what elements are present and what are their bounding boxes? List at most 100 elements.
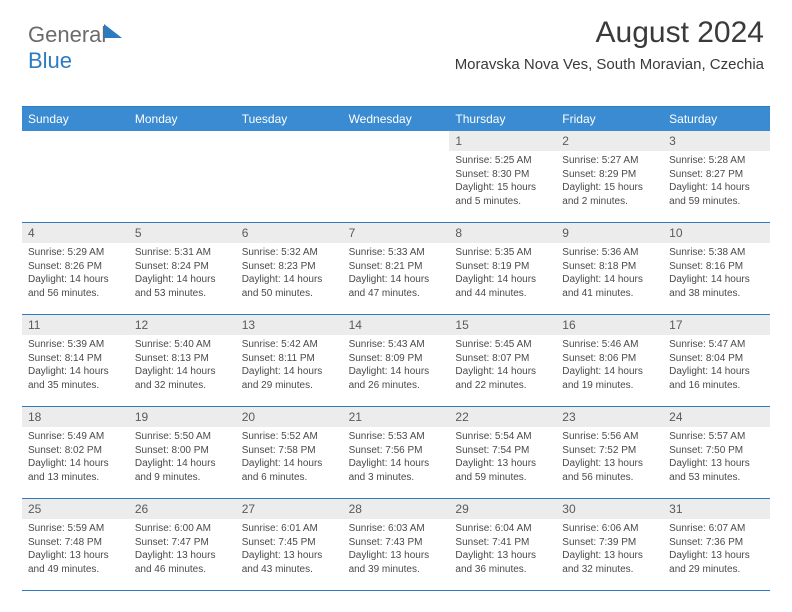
day-header-cell: Friday	[556, 107, 663, 131]
calendar-day-cell: 20Sunrise: 5:52 AMSunset: 7:58 PMDayligh…	[236, 407, 343, 499]
month-title: August 2024	[455, 16, 764, 50]
calendar-day-cell: 22Sunrise: 5:54 AMSunset: 7:54 PMDayligh…	[449, 407, 556, 499]
day-number: 28	[343, 499, 450, 519]
day-info: Sunrise: 5:28 AMSunset: 8:27 PMDaylight:…	[663, 151, 770, 208]
day-info: Sunrise: 5:29 AMSunset: 8:26 PMDaylight:…	[22, 243, 129, 300]
day-info: Sunrise: 5:43 AMSunset: 8:09 PMDaylight:…	[343, 335, 450, 392]
brand-triangle-icon	[104, 24, 122, 38]
day-header-row: SundayMondayTuesdayWednesdayThursdayFrid…	[22, 107, 770, 131]
day-number	[129, 131, 236, 137]
day-header-cell: Sunday	[22, 107, 129, 131]
day-number: 17	[663, 315, 770, 335]
day-number: 8	[449, 223, 556, 243]
calendar-day-cell: 27Sunrise: 6:01 AMSunset: 7:45 PMDayligh…	[236, 499, 343, 591]
calendar-day-cell: 3Sunrise: 5:28 AMSunset: 8:27 PMDaylight…	[663, 131, 770, 223]
day-info: Sunrise: 5:40 AMSunset: 8:13 PMDaylight:…	[129, 335, 236, 392]
day-info: Sunrise: 5:42 AMSunset: 8:11 PMDaylight:…	[236, 335, 343, 392]
day-info: Sunrise: 5:53 AMSunset: 7:56 PMDaylight:…	[343, 427, 450, 484]
calendar-day-cell: 11Sunrise: 5:39 AMSunset: 8:14 PMDayligh…	[22, 315, 129, 407]
calendar-day-cell: 24Sunrise: 5:57 AMSunset: 7:50 PMDayligh…	[663, 407, 770, 499]
brand-part2: Blue	[28, 48, 72, 73]
day-number: 6	[236, 223, 343, 243]
calendar-day-cell	[236, 131, 343, 223]
day-number: 19	[129, 407, 236, 427]
day-number: 26	[129, 499, 236, 519]
day-info: Sunrise: 5:54 AMSunset: 7:54 PMDaylight:…	[449, 427, 556, 484]
calendar-day-cell: 25Sunrise: 5:59 AMSunset: 7:48 PMDayligh…	[22, 499, 129, 591]
day-info: Sunrise: 5:46 AMSunset: 8:06 PMDaylight:…	[556, 335, 663, 392]
calendar-day-cell: 5Sunrise: 5:31 AMSunset: 8:24 PMDaylight…	[129, 223, 236, 315]
day-header-cell: Saturday	[663, 107, 770, 131]
day-number: 27	[236, 499, 343, 519]
day-number: 11	[22, 315, 129, 335]
calendar-day-cell: 7Sunrise: 5:33 AMSunset: 8:21 PMDaylight…	[343, 223, 450, 315]
day-info: Sunrise: 6:06 AMSunset: 7:39 PMDaylight:…	[556, 519, 663, 576]
calendar-day-cell	[343, 131, 450, 223]
page-header: August 2024 Moravska Nova Ves, South Mor…	[455, 16, 764, 73]
calendar-day-cell: 26Sunrise: 6:00 AMSunset: 7:47 PMDayligh…	[129, 499, 236, 591]
day-info: Sunrise: 5:35 AMSunset: 8:19 PMDaylight:…	[449, 243, 556, 300]
calendar-day-cell: 14Sunrise: 5:43 AMSunset: 8:09 PMDayligh…	[343, 315, 450, 407]
calendar-week-row: 1Sunrise: 5:25 AMSunset: 8:30 PMDaylight…	[22, 131, 770, 223]
day-number: 30	[556, 499, 663, 519]
day-number	[343, 131, 450, 137]
calendar-week-row: 18Sunrise: 5:49 AMSunset: 8:02 PMDayligh…	[22, 407, 770, 499]
calendar-day-cell: 8Sunrise: 5:35 AMSunset: 8:19 PMDaylight…	[449, 223, 556, 315]
day-info: Sunrise: 6:04 AMSunset: 7:41 PMDaylight:…	[449, 519, 556, 576]
day-info: Sunrise: 5:27 AMSunset: 8:29 PMDaylight:…	[556, 151, 663, 208]
day-info: Sunrise: 5:33 AMSunset: 8:21 PMDaylight:…	[343, 243, 450, 300]
calendar-day-cell: 23Sunrise: 5:56 AMSunset: 7:52 PMDayligh…	[556, 407, 663, 499]
day-info: Sunrise: 5:45 AMSunset: 8:07 PMDaylight:…	[449, 335, 556, 392]
calendar-day-cell: 29Sunrise: 6:04 AMSunset: 7:41 PMDayligh…	[449, 499, 556, 591]
calendar-day-cell: 13Sunrise: 5:42 AMSunset: 8:11 PMDayligh…	[236, 315, 343, 407]
day-info: Sunrise: 5:47 AMSunset: 8:04 PMDaylight:…	[663, 335, 770, 392]
calendar-day-cell: 17Sunrise: 5:47 AMSunset: 8:04 PMDayligh…	[663, 315, 770, 407]
day-info: Sunrise: 5:39 AMSunset: 8:14 PMDaylight:…	[22, 335, 129, 392]
calendar-day-cell: 18Sunrise: 5:49 AMSunset: 8:02 PMDayligh…	[22, 407, 129, 499]
calendar-day-cell: 30Sunrise: 6:06 AMSunset: 7:39 PMDayligh…	[556, 499, 663, 591]
day-info: Sunrise: 5:59 AMSunset: 7:48 PMDaylight:…	[22, 519, 129, 576]
calendar-day-cell	[129, 131, 236, 223]
day-number: 12	[129, 315, 236, 335]
calendar-week-row: 11Sunrise: 5:39 AMSunset: 8:14 PMDayligh…	[22, 315, 770, 407]
day-number: 20	[236, 407, 343, 427]
day-header-cell: Wednesday	[343, 107, 450, 131]
day-info: Sunrise: 5:25 AMSunset: 8:30 PMDaylight:…	[449, 151, 556, 208]
day-number	[22, 131, 129, 137]
day-number: 29	[449, 499, 556, 519]
day-info: Sunrise: 5:56 AMSunset: 7:52 PMDaylight:…	[556, 427, 663, 484]
calendar-day-cell: 12Sunrise: 5:40 AMSunset: 8:13 PMDayligh…	[129, 315, 236, 407]
day-header-cell: Monday	[129, 107, 236, 131]
calendar-day-cell	[22, 131, 129, 223]
day-number: 7	[343, 223, 450, 243]
calendar-week-row: 25Sunrise: 5:59 AMSunset: 7:48 PMDayligh…	[22, 499, 770, 591]
brand-logo: General Blue	[28, 22, 122, 74]
day-info: Sunrise: 5:57 AMSunset: 7:50 PMDaylight:…	[663, 427, 770, 484]
day-info: Sunrise: 6:03 AMSunset: 7:43 PMDaylight:…	[343, 519, 450, 576]
day-number: 18	[22, 407, 129, 427]
calendar-day-cell: 1Sunrise: 5:25 AMSunset: 8:30 PMDaylight…	[449, 131, 556, 223]
day-number: 16	[556, 315, 663, 335]
calendar-day-cell: 9Sunrise: 5:36 AMSunset: 8:18 PMDaylight…	[556, 223, 663, 315]
calendar-day-cell: 19Sunrise: 5:50 AMSunset: 8:00 PMDayligh…	[129, 407, 236, 499]
calendar-day-cell: 21Sunrise: 5:53 AMSunset: 7:56 PMDayligh…	[343, 407, 450, 499]
calendar-day-cell: 2Sunrise: 5:27 AMSunset: 8:29 PMDaylight…	[556, 131, 663, 223]
day-number: 2	[556, 131, 663, 151]
day-number: 21	[343, 407, 450, 427]
day-info: Sunrise: 5:50 AMSunset: 8:00 PMDaylight:…	[129, 427, 236, 484]
day-header-cell: Tuesday	[236, 107, 343, 131]
day-number: 22	[449, 407, 556, 427]
day-number: 15	[449, 315, 556, 335]
day-info: Sunrise: 5:52 AMSunset: 7:58 PMDaylight:…	[236, 427, 343, 484]
day-number: 25	[22, 499, 129, 519]
day-number	[236, 131, 343, 137]
day-info: Sunrise: 5:49 AMSunset: 8:02 PMDaylight:…	[22, 427, 129, 484]
calendar-weeks: 1Sunrise: 5:25 AMSunset: 8:30 PMDaylight…	[22, 131, 770, 591]
day-number: 24	[663, 407, 770, 427]
calendar-day-cell: 4Sunrise: 5:29 AMSunset: 8:26 PMDaylight…	[22, 223, 129, 315]
day-info: Sunrise: 5:32 AMSunset: 8:23 PMDaylight:…	[236, 243, 343, 300]
calendar-day-cell: 31Sunrise: 6:07 AMSunset: 7:36 PMDayligh…	[663, 499, 770, 591]
day-number: 3	[663, 131, 770, 151]
calendar-day-cell: 16Sunrise: 5:46 AMSunset: 8:06 PMDayligh…	[556, 315, 663, 407]
day-info: Sunrise: 6:01 AMSunset: 7:45 PMDaylight:…	[236, 519, 343, 576]
